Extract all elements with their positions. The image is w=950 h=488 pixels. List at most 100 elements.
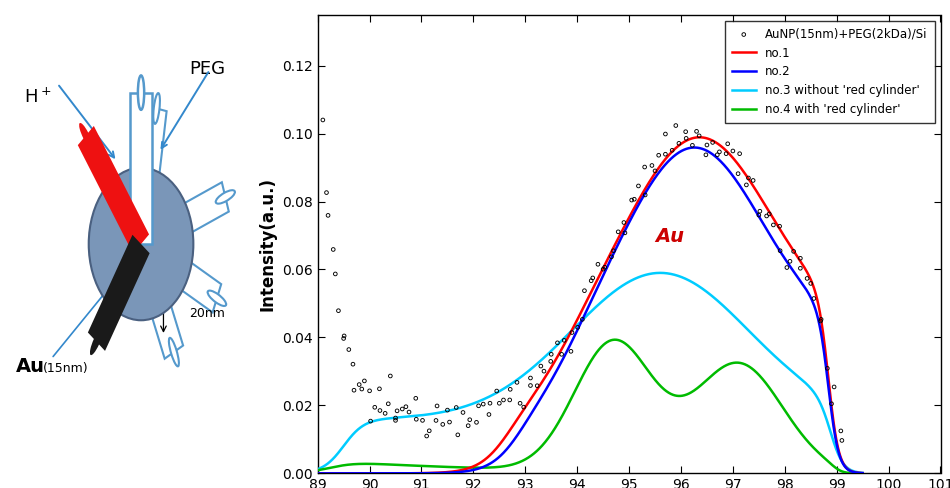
AuNP(15nm)+PEG(2kDa)/Si: [585, 274, 600, 282]
AuNP(15nm)+PEG(2kDa)/Si: [363, 417, 378, 425]
Polygon shape: [88, 235, 149, 351]
AuNP(15nm)+PEG(2kDa)/Si: [618, 229, 633, 237]
AuNP(15nm)+PEG(2kDa)/Si: [564, 328, 580, 336]
AuNP(15nm)+PEG(2kDa)/Si: [813, 317, 828, 325]
Text: Au: Au: [656, 227, 684, 246]
AuNP(15nm)+PEG(2kDa)/Si: [440, 406, 455, 414]
AuNP(15nm)+PEG(2kDa)/Si: [450, 431, 465, 439]
AuNP(15nm)+PEG(2kDa)/Si: [834, 437, 849, 445]
AuNP(15nm)+PEG(2kDa)/Si: [372, 407, 388, 414]
AuNP(15nm)+PEG(2kDa)/Si: [685, 142, 700, 149]
AuNP(15nm)+PEG(2kDa)/Si: [483, 399, 498, 407]
Text: PEG: PEG: [189, 61, 225, 78]
AuNP(15nm)+PEG(2kDa)/Si: [496, 396, 511, 404]
AuNP(15nm)+PEG(2kDa)/Si: [533, 362, 548, 370]
AuNP(15nm)+PEG(2kDa)/Si: [720, 140, 735, 148]
AuNP(15nm)+PEG(2kDa)/Si: [598, 264, 613, 271]
Text: 20nm: 20nm: [189, 307, 225, 321]
no.4 with 'red cylinder': [312, 468, 323, 473]
AuNP(15nm)+PEG(2kDa)/Si: [543, 350, 559, 358]
no.4 with 'red cylinder': [609, 337, 620, 343]
AuNP(15nm)+PEG(2kDa)/Si: [383, 372, 398, 380]
AuNP(15nm)+PEG(2kDa)/Si: [657, 150, 673, 158]
AuNP(15nm)+PEG(2kDa)/Si: [461, 422, 476, 429]
AuNP(15nm)+PEG(2kDa)/Si: [362, 387, 377, 395]
AuNP(15nm)+PEG(2kDa)/Si: [554, 350, 569, 358]
no.3 without 'red cylinder': [610, 287, 621, 293]
AuNP(15nm)+PEG(2kDa)/Si: [752, 207, 768, 215]
AuNP(15nm)+PEG(2kDa)/Si: [543, 357, 559, 365]
AuNP(15nm)+PEG(2kDa)/Si: [718, 150, 733, 158]
Ellipse shape: [121, 210, 141, 232]
Ellipse shape: [208, 290, 226, 306]
no.1: [598, 264, 610, 269]
no.3 without 'red cylinder': [404, 414, 415, 420]
AuNP(15nm)+PEG(2kDa)/Si: [657, 130, 673, 138]
no.4 with 'red cylinder': [598, 342, 610, 347]
AuNP(15nm)+PEG(2kDa)/Si: [583, 277, 598, 285]
AuNP(15nm)+PEG(2kDa)/Si: [604, 253, 619, 261]
Polygon shape: [130, 93, 152, 244]
AuNP(15nm)+PEG(2kDa)/Si: [448, 404, 464, 411]
no.3 without 'red cylinder': [496, 387, 507, 393]
AuNP(15nm)+PEG(2kDa)/Si: [698, 151, 713, 159]
AuNP(15nm)+PEG(2kDa)/Si: [725, 147, 740, 155]
AuNP(15nm)+PEG(2kDa)/Si: [388, 416, 403, 424]
Polygon shape: [78, 126, 149, 254]
AuNP(15nm)+PEG(2kDa)/Si: [624, 196, 639, 204]
AuNP(15nm)+PEG(2kDa)/Si: [503, 386, 518, 393]
Y-axis label: Intensity(a.u.): Intensity(a.u.): [258, 177, 276, 311]
no.4 with 'red cylinder': [548, 427, 560, 433]
AuNP(15nm)+PEG(2kDa)/Si: [783, 257, 798, 265]
Text: H$^+$: H$^+$: [25, 87, 52, 107]
AuNP(15nm)+PEG(2kDa)/Si: [336, 335, 351, 343]
AuNP(15nm)+PEG(2kDa)/Si: [398, 403, 413, 410]
Line: no.4 with 'red cylinder': no.4 with 'red cylinder': [317, 340, 863, 473]
Ellipse shape: [153, 93, 160, 124]
AuNP(15nm)+PEG(2kDa)/Si: [336, 332, 351, 340]
AuNP(15nm)+PEG(2kDa)/Si: [550, 339, 565, 346]
no.4 with 'red cylinder': [610, 337, 621, 343]
AuNP(15nm)+PEG(2kDa)/Si: [792, 254, 808, 262]
no.3 without 'red cylinder': [312, 466, 323, 472]
no.2: [689, 144, 700, 150]
AuNP(15nm)+PEG(2kDa)/Si: [807, 295, 822, 303]
AuNP(15nm)+PEG(2kDa)/Si: [570, 324, 585, 331]
AuNP(15nm)+PEG(2kDa)/Si: [442, 418, 457, 426]
AuNP(15nm)+PEG(2kDa)/Si: [611, 228, 626, 236]
AuNP(15nm)+PEG(2kDa)/Si: [833, 427, 848, 435]
Legend: AuNP(15nm)+PEG(2kDa)/Si, no.1, no.2, no.3 without 'red cylinder', no.4 with 'red: AuNP(15nm)+PEG(2kDa)/Si, no.1, no.2, no.…: [725, 20, 935, 123]
AuNP(15nm)+PEG(2kDa)/Si: [710, 151, 725, 159]
no.2: [857, 470, 868, 476]
AuNP(15nm)+PEG(2kDa)/Si: [606, 247, 621, 255]
AuNP(15nm)+PEG(2kDa)/Si: [462, 416, 477, 424]
AuNP(15nm)+PEG(2kDa)/Si: [746, 177, 761, 184]
Ellipse shape: [136, 230, 146, 258]
AuNP(15nm)+PEG(2kDa)/Si: [563, 347, 579, 355]
no.2: [598, 271, 610, 277]
no.2: [312, 470, 323, 476]
AuNP(15nm)+PEG(2kDa)/Si: [813, 315, 828, 323]
AuNP(15nm)+PEG(2kDa)/Si: [371, 385, 387, 393]
AuNP(15nm)+PEG(2kDa)/Si: [759, 212, 774, 220]
AuNP(15nm)+PEG(2kDa)/Si: [689, 127, 704, 135]
AuNP(15nm)+PEG(2kDa)/Si: [354, 385, 370, 393]
AuNP(15nm)+PEG(2kDa)/Si: [512, 399, 527, 407]
AuNP(15nm)+PEG(2kDa)/Si: [408, 394, 424, 402]
AuNP(15nm)+PEG(2kDa)/Si: [692, 132, 707, 140]
AuNP(15nm)+PEG(2kDa)/Si: [792, 264, 808, 272]
AuNP(15nm)+PEG(2kDa)/Si: [712, 148, 727, 156]
no.3 without 'red cylinder': [384, 415, 395, 421]
AuNP(15nm)+PEG(2kDa)/Si: [627, 195, 642, 203]
AuNP(15nm)+PEG(2kDa)/Si: [503, 396, 518, 404]
Ellipse shape: [132, 236, 150, 252]
AuNP(15nm)+PEG(2kDa)/Si: [482, 410, 497, 418]
AuNP(15nm)+PEG(2kDa)/Si: [367, 404, 382, 411]
AuNP(15nm)+PEG(2kDa)/Si: [557, 336, 572, 344]
no.4 with 'red cylinder': [384, 462, 395, 468]
AuNP(15nm)+PEG(2kDa)/Si: [762, 210, 777, 218]
no.4 with 'red cylinder': [404, 463, 415, 468]
Ellipse shape: [138, 228, 144, 260]
no.1: [384, 470, 395, 476]
AuNP(15nm)+PEG(2kDa)/Si: [315, 116, 331, 124]
